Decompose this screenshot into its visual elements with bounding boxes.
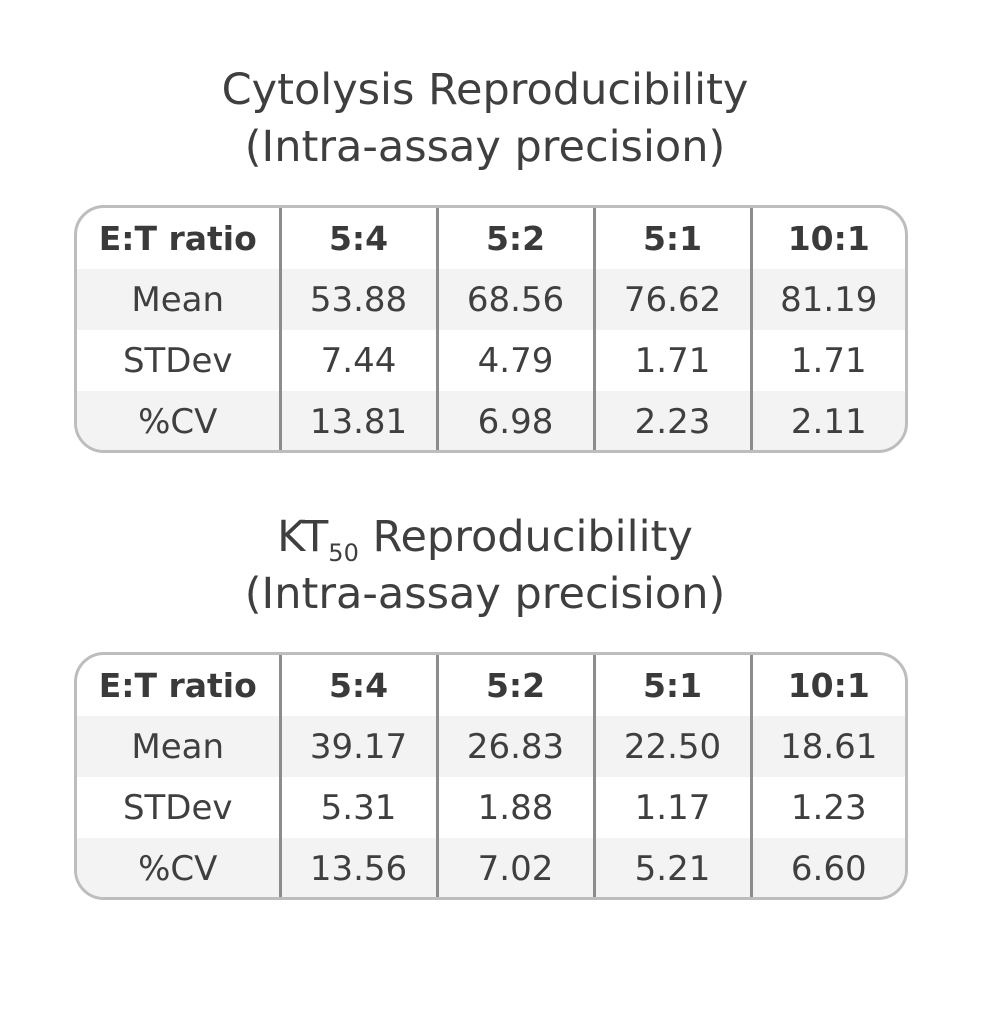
table-cell: 1.17	[592, 777, 751, 838]
header-cell: E:T ratio	[98, 219, 257, 258]
kt50-title-line2: (Intra-assay precision)	[244, 569, 726, 619]
header-cell: 5:1	[592, 208, 751, 269]
table-cell: 39.17	[278, 716, 437, 777]
table-row: Mean 39.17 26.83 22.50 18.61	[77, 716, 905, 777]
table-row: Mean 53.88 68.56 76.62 81.19	[77, 269, 905, 330]
table-cell: 13.56	[278, 838, 437, 897]
cytolysis-title: Cytolysis Reproducibility (Intra-assay p…	[0, 62, 970, 176]
table-cell: 53.88	[278, 269, 437, 330]
header-cell: 5:4	[278, 208, 437, 269]
table-header-row: E:T ratio 5:4 5:2 5:1 10:1	[77, 655, 905, 716]
row-label: %CV	[77, 391, 280, 450]
header-cell: 10:1	[749, 655, 905, 716]
row-label: %CV	[77, 838, 280, 897]
kt50-title-prefix: KT	[277, 512, 329, 562]
kt50-title-suffix: Reproducibility	[358, 512, 693, 562]
table-cell: 4.79	[435, 330, 594, 391]
table-row: %CV 13.56 7.02 5.21 6.60	[77, 838, 905, 897]
table-cell: 76.62	[592, 269, 751, 330]
table-cell: 1.88	[435, 777, 594, 838]
table-cell: 22.50	[592, 716, 751, 777]
row-label: Mean	[77, 269, 280, 330]
table-header-row: E:T ratio 5:4 5:2 5:1 10:1	[77, 208, 905, 269]
header-cell: 10:1	[749, 208, 905, 269]
header-cell: 5:1	[592, 655, 751, 716]
row-label: STDev	[122, 340, 233, 381]
kt50-title: KT50 Reproducibility (Intra-assay precis…	[0, 509, 970, 623]
table-cell: 7.02	[435, 838, 594, 897]
header-cell: E:T ratio	[98, 666, 257, 705]
table-cell: 18.61	[749, 716, 905, 777]
kt50-title-subscript: 50	[328, 539, 359, 567]
table-cell: 81.19	[749, 269, 905, 330]
kt50-title-line1: KT50 Reproducibility	[0, 509, 970, 566]
row-label: STDev	[122, 787, 233, 828]
header-cell: 5:4	[278, 655, 437, 716]
header-cell: 5:2	[435, 655, 594, 716]
table-row: %CV 13.81 6.98 2.23 2.11	[77, 391, 905, 450]
table-cell: 5.31	[278, 777, 437, 838]
table-cell: 6.98	[435, 391, 594, 450]
table-cell: 1.71	[592, 330, 751, 391]
header-cell: 5:2	[435, 208, 594, 269]
cytolysis-title-line2: (Intra-assay precision)	[244, 122, 726, 172]
table-cell: 13.81	[278, 391, 437, 450]
row-label: Mean	[77, 716, 280, 777]
kt50-table: E:T ratio 5:4 5:2 5:1 10:1 Mean 39.17 26…	[74, 652, 908, 900]
table-cell: 26.83	[435, 716, 594, 777]
cytolysis-title-line1: Cytolysis Reproducibility	[221, 65, 749, 115]
table-cell: 68.56	[435, 269, 594, 330]
table-row: STDev 7.44 4.79 1.71 1.71	[77, 330, 905, 391]
table-cell: 7.44	[278, 330, 437, 391]
table-cell: 2.11	[749, 391, 905, 450]
table-cell: 2.23	[592, 391, 751, 450]
table-cell: 1.71	[749, 330, 905, 391]
table-cell: 6.60	[749, 838, 905, 897]
table-cell: 5.21	[592, 838, 751, 897]
table-row: STDev 5.31 1.88 1.17 1.23	[77, 777, 905, 838]
table-cell: 1.23	[749, 777, 905, 838]
cytolysis-table: E:T ratio 5:4 5:2 5:1 10:1 Mean 53.88 68…	[74, 205, 908, 453]
